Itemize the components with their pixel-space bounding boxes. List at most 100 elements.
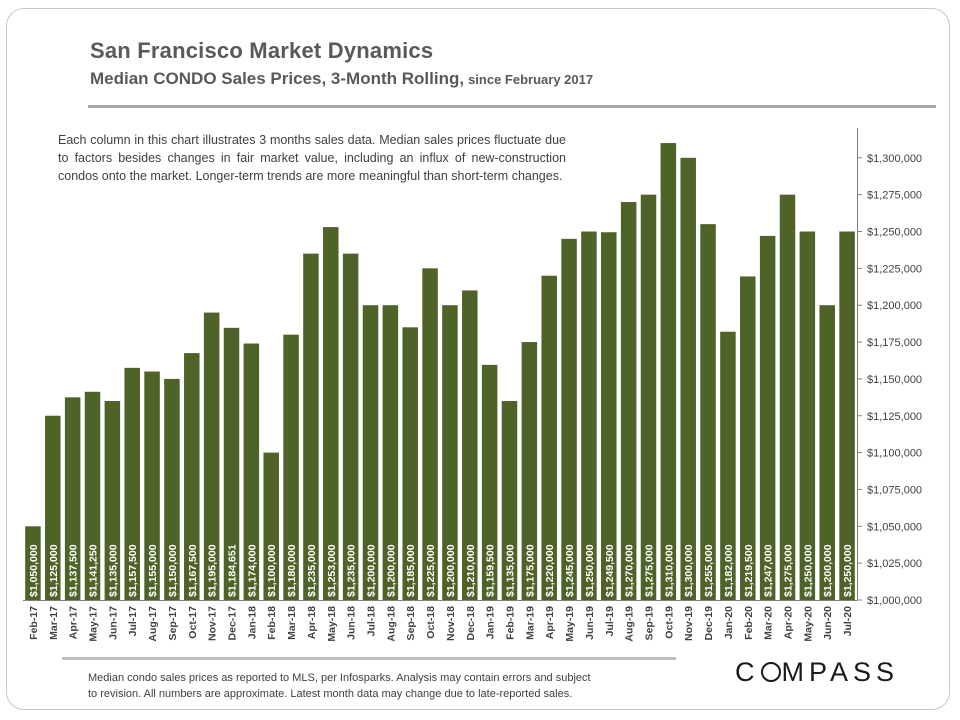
chart-note: Each column in this chart illustrates 3 … <box>58 131 566 185</box>
x-tick-label: Jul-20 <box>842 606 854 637</box>
x-tick-label: May-17 <box>88 606 100 642</box>
footnote-line-1: Median condo sales prices as reported to… <box>88 672 591 684</box>
x-tick-label: Aug-17 <box>147 606 159 642</box>
bar-value-label: $1,195,000 <box>207 544 219 597</box>
bar-value-label: $1,174,000 <box>246 544 258 597</box>
subtitle-since: since February 2017 <box>468 72 594 87</box>
bar-value-label: $1,157,500 <box>127 544 139 597</box>
y-tick-label: $1,200,000 <box>867 300 922 312</box>
bar-value-label: $1,219,500 <box>743 544 755 597</box>
bar-value-label: $1,125,000 <box>48 544 60 597</box>
bar-Sep-19 <box>640 194 657 600</box>
bar-value-label: $1,159,500 <box>485 544 497 597</box>
x-tick-label: Jan-18 <box>246 606 258 639</box>
bar-Sep-17 <box>164 378 180 600</box>
x-tick-label: Jun-17 <box>107 606 119 640</box>
x-tick-label: Sep-19 <box>644 606 656 641</box>
y-tick-label: $1,225,000 <box>867 263 922 275</box>
bar-Apr-19 <box>541 275 557 600</box>
bar-value-label: $1,167,500 <box>187 544 199 597</box>
bar-Feb-17 <box>25 526 41 600</box>
x-tick-label: Oct-17 <box>187 606 199 639</box>
footer-divider <box>62 657 676 660</box>
bar-Jul-17 <box>124 367 140 600</box>
x-tick-label: Jun-19 <box>584 606 596 640</box>
bar-May-20 <box>799 231 816 600</box>
bar-value-label: $1,270,000 <box>624 544 636 597</box>
x-tick-label: Jan-19 <box>485 606 497 639</box>
bar-value-label: $1,253,000 <box>326 544 338 597</box>
title-divider <box>88 105 936 108</box>
bar-Jan-20 <box>720 331 736 600</box>
x-tick-label: Dec-19 <box>703 606 715 641</box>
x-tick-label: Jun-18 <box>346 606 358 640</box>
bar-Oct-17 <box>184 353 200 600</box>
bar-Jul-20 <box>839 231 855 600</box>
bar-value-label: $1,275,000 <box>644 544 656 597</box>
bar-Nov-17 <box>203 312 220 600</box>
bar-Oct-19 <box>660 143 677 600</box>
bar-value-label: $1,175,000 <box>524 544 536 597</box>
y-tick-label: $1,300,000 <box>867 153 922 165</box>
bar-Feb-20 <box>740 276 756 600</box>
x-tick-label: Mar-19 <box>524 606 536 640</box>
bar-Mar-20 <box>759 235 776 600</box>
bar-value-label: $1,235,000 <box>346 544 358 597</box>
bar-Apr-17 <box>64 397 81 600</box>
bar-Sep-18 <box>402 327 418 600</box>
y-tick-label: $1,025,000 <box>867 558 922 570</box>
x-tick-label: Oct-18 <box>425 606 437 639</box>
bar-value-label: $1,249,500 <box>604 544 616 597</box>
bar-value-label: $1,220,000 <box>544 544 556 597</box>
x-tick-label: Sep-17 <box>167 606 179 641</box>
x-tick-label: May-19 <box>564 606 576 642</box>
bar-Aug-19 <box>620 202 637 600</box>
bar-value-label: $1,135,000 <box>505 544 517 597</box>
bar-Oct-18 <box>422 268 438 600</box>
x-tick-label: Feb-19 <box>505 606 517 640</box>
bar-Jun-19 <box>581 231 597 600</box>
bar-value-label: $1,182,000 <box>723 544 735 597</box>
y-tick-label: $1,075,000 <box>867 484 922 496</box>
x-tick-label: Aug-18 <box>385 606 397 642</box>
x-tick-label: Jul-17 <box>127 606 139 637</box>
subtitle-main: Median CONDO Sales Prices, 3-Month Rolli… <box>90 69 465 88</box>
bar-value-label: $1,200,000 <box>385 544 397 597</box>
y-tick-label: $1,000,000 <box>867 595 922 607</box>
x-tick-label: May-20 <box>802 606 814 642</box>
bar-value-label: $1,210,000 <box>465 544 477 597</box>
x-tick-label: Apr-17 <box>68 606 80 639</box>
x-tick-label: Apr-20 <box>783 606 795 639</box>
bar-value-label: $1,255,000 <box>703 544 715 597</box>
x-tick-label: Mar-18 <box>286 606 298 640</box>
bar-Aug-18 <box>382 305 399 600</box>
x-tick-label: Oct-19 <box>663 606 675 639</box>
bar-Jul-18 <box>362 305 379 600</box>
logo-text-start: C <box>735 657 760 687</box>
bar-Dec-17 <box>223 327 240 600</box>
bar-value-label: $1,275,000 <box>783 544 795 597</box>
y-tick-label: $1,050,000 <box>867 521 922 533</box>
x-tick-label: Jul-18 <box>366 606 378 637</box>
compass-logo: C MPASS <box>735 657 899 688</box>
bar-Jan-19 <box>481 364 498 600</box>
bar-Feb-19 <box>501 401 518 600</box>
bar-value-label: $1,141,250 <box>88 544 100 597</box>
bar-value-label: $1,247,000 <box>763 544 775 597</box>
x-tick-label: Aug-19 <box>624 606 636 642</box>
bar-value-label: $1,200,000 <box>822 544 834 597</box>
bar-Jan-18 <box>243 343 260 600</box>
bar-Jun-20 <box>819 305 835 600</box>
footnote: Median condo sales prices as reported to… <box>88 670 688 702</box>
bar-May-19 <box>561 238 577 600</box>
bar-Aug-17 <box>144 371 160 600</box>
x-tick-label: Mar-17 <box>48 606 60 640</box>
y-tick-label: $1,150,000 <box>867 374 922 386</box>
bar-Mar-17 <box>45 415 61 600</box>
bar-value-label: $1,155,000 <box>147 544 159 597</box>
bar-Mar-18 <box>283 334 299 600</box>
bar-value-label: $1,185,000 <box>405 544 417 597</box>
y-tick-label: $1,175,000 <box>867 337 922 349</box>
page-subtitle: Median CONDO Sales Prices, 3-Month Rolli… <box>90 69 593 89</box>
